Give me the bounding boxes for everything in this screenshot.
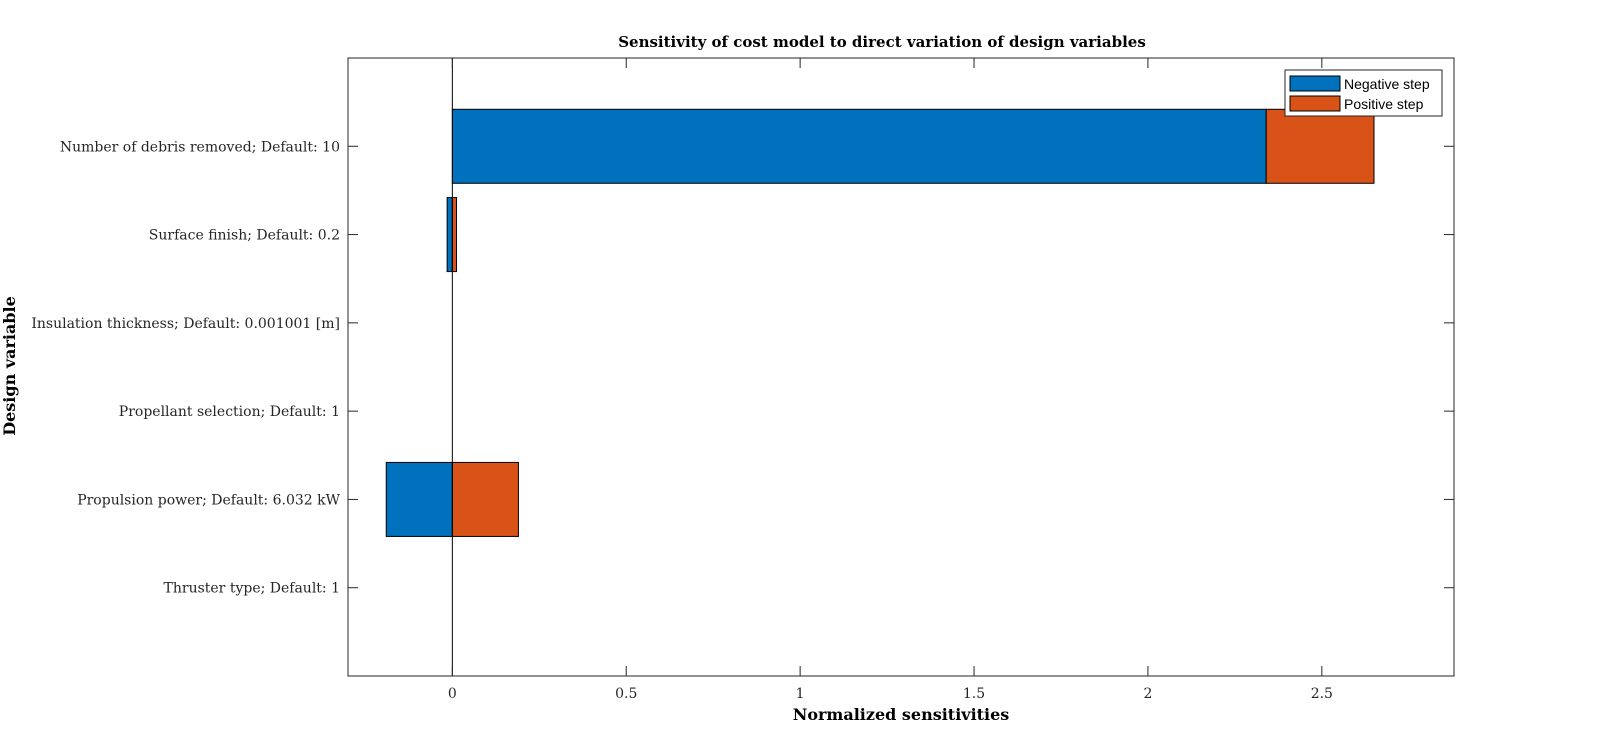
x-axis-ticks: 0 0.5 1 1.5 2 2.5 xyxy=(448,58,1333,702)
x-tick-label: 2.5 xyxy=(1311,686,1333,702)
legend-label-negative-step: Negative step xyxy=(1344,76,1430,92)
x-tick-label: 0 xyxy=(448,686,457,702)
bar-positive-step-0 xyxy=(1265,108,1375,184)
bar-positive-step-4 xyxy=(451,461,519,537)
y-tick-label: Thruster type; Default: 1 xyxy=(164,581,340,597)
y-tick-label: Propulsion power; Default: 6.032 kW xyxy=(77,492,340,508)
y-axis-ticks: Number of debris removed; Default: 10 Sur… xyxy=(31,139,1454,597)
y-axis-label: Design variable xyxy=(0,296,19,436)
x-tick-label: 1.5 xyxy=(963,686,985,702)
bar-negative-step-4 xyxy=(385,461,453,537)
bar-positive-step-1 xyxy=(451,197,458,273)
x-tick-label: 0.5 xyxy=(615,686,637,702)
x-tick-label: 1 xyxy=(796,686,805,702)
chart-title: Sensitivity of cost model to direct vari… xyxy=(618,33,1146,51)
x-tick-label: 2 xyxy=(1143,686,1152,702)
legend-swatch-negative-step xyxy=(1289,75,1341,92)
legend-swatch-positive-step xyxy=(1289,95,1341,112)
bars-group xyxy=(385,108,1375,537)
bar-negative-step-0 xyxy=(451,108,1267,184)
legend: Negative step Positive step xyxy=(1284,69,1443,117)
bar-negative-step-1 xyxy=(446,197,453,273)
y-tick-label: Propellant selection; Default: 1 xyxy=(119,404,340,420)
y-tick-label: Insulation thickness; Default: 0.001001 … xyxy=(31,316,340,332)
legend-label-positive-step: Positive step xyxy=(1344,96,1424,112)
y-tick-label: Surface finish; Default: 0.2 xyxy=(149,228,340,244)
x-axis-label: Normalized sensitivities xyxy=(793,705,1010,724)
y-tick-label: Number of debris removed; Default: 10 xyxy=(60,139,340,155)
